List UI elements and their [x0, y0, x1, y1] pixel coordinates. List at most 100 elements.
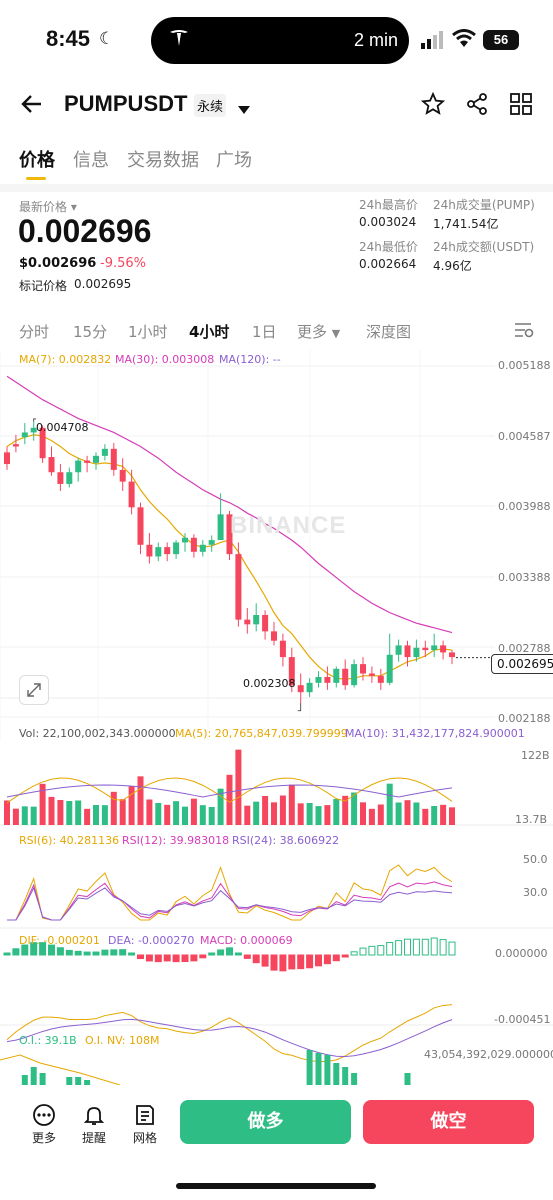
volume-bar [315, 806, 322, 825]
macd-bar [181, 954, 189, 963]
tab-trading-data[interactable]: 交易数据 [127, 150, 199, 171]
macd-bar [226, 947, 233, 956]
candlestick-chart[interactable] [0, 345, 553, 1085]
interval-15m[interactable]: 15分 [73, 323, 108, 341]
grid-layout-icon[interactable] [510, 93, 532, 119]
volume-bar [4, 800, 10, 825]
macd-bar [368, 945, 376, 956]
macd-bar [439, 939, 447, 956]
wifi-icon [452, 29, 476, 53]
latest-price-label[interactable]: 最新价格 ▾ [19, 200, 77, 214]
candle-body [297, 685, 304, 693]
interval-depth[interactable]: 深度图 [366, 323, 412, 341]
star-icon[interactable] [420, 91, 446, 120]
ma30-legend: MA(30): 0.003008 [115, 353, 215, 366]
volume-bar [360, 802, 366, 825]
short-button[interactable]: 做空 [363, 1100, 534, 1144]
interval-1d[interactable]: 1日 [252, 323, 277, 341]
macd-bar [404, 938, 411, 956]
price-axis-label: 0.003988 [498, 500, 551, 513]
candle-body [431, 645, 438, 651]
macd-bar [83, 951, 91, 956]
alert-label[interactable]: 提醒 [81, 1131, 106, 1145]
macd-bar [12, 948, 20, 956]
mark-price-label: 标记价格 [19, 279, 68, 293]
volume-bar [30, 806, 37, 825]
interval-4h[interactable]: 4小时 [189, 323, 230, 341]
active-tab-indicator [26, 177, 46, 180]
high-marker-label: 0.004708 [36, 421, 89, 434]
macd-bar [270, 954, 278, 971]
candle-body [333, 668, 340, 683]
rsi24-line [7, 886, 453, 921]
interval-more[interactable]: 更多 ▼ [297, 323, 341, 341]
macd-bar [421, 938, 429, 956]
vol-ma10-legend: MA(10): 31,432,177,824.900001 [345, 727, 525, 740]
oi-legend: O.I.: 39.1B [19, 1034, 77, 1047]
tab-info[interactable]: 信息 [73, 150, 109, 171]
more-label[interactable]: 更多 [31, 1131, 56, 1145]
macd-bar [430, 937, 438, 956]
volume-bar [119, 799, 126, 825]
candle-body [368, 673, 375, 676]
chart-settings-icon[interactable] [514, 321, 534, 343]
macd-bar [306, 954, 314, 969]
oi-axis-label: 43,054,392,029.000000 [424, 1048, 553, 1061]
macd-bar [359, 947, 367, 956]
macd-bar [234, 952, 242, 956]
macd-bar [217, 949, 225, 956]
volume-bar [137, 776, 144, 825]
share-icon[interactable] [465, 92, 489, 120]
oi-bar [75, 1077, 82, 1085]
candle-body [93, 455, 99, 463]
macd-bar [279, 954, 287, 972]
volume-bar [101, 805, 108, 825]
mark-price: 0.002695 [74, 277, 132, 291]
expand-icon[interactable] [19, 675, 49, 705]
tab-square[interactable]: 广场 [216, 150, 252, 171]
oi-bar [333, 1063, 340, 1085]
macd-bar [377, 945, 385, 956]
long-button[interactable]: 做多 [180, 1100, 351, 1144]
oinv-line [0, 1054, 121, 1085]
low-label: 24h最低价 [359, 240, 418, 254]
price-change: -9.56% [100, 256, 146, 271]
bell-icon[interactable] [82, 1103, 106, 1131]
macd-bar [163, 954, 171, 962]
low-marker-label: 0.002308 [243, 677, 296, 690]
oi-bar [30, 1067, 37, 1085]
back-arrow-icon[interactable] [20, 92, 44, 120]
volume-bar [377, 804, 384, 825]
grid-label[interactable]: 网格 [132, 1131, 157, 1145]
candle-body [360, 664, 366, 674]
grid-bot-icon[interactable] [133, 1103, 157, 1131]
volume-bar [164, 804, 171, 825]
oi-bar [315, 1053, 322, 1085]
tab-price[interactable]: 价格 [19, 150, 55, 171]
volume-bar [190, 798, 197, 825]
macd-bar [137, 954, 144, 960]
candle-body [449, 652, 455, 658]
oi-bar [84, 1080, 91, 1085]
volume-bar [12, 808, 19, 825]
rsi12-legend: RSI(12): 39.983018 [122, 834, 230, 847]
volume-bar [262, 796, 269, 825]
rsi6-line [7, 864, 453, 921]
macd-axis-label: -0.000451 [494, 1013, 551, 1026]
interval-time[interactable]: 分时 [19, 323, 50, 341]
macd-bar [323, 954, 331, 965]
candle-body [306, 682, 313, 693]
macd-bar [315, 954, 322, 967]
vol-axis-label: 13.7B [515, 813, 548, 826]
candle-body [57, 472, 64, 484]
dropdown-caret-icon[interactable] [238, 99, 250, 118]
symbol-title[interactable]: PUMPUSDT [64, 91, 188, 116]
candle-body [235, 554, 242, 620]
macd-bar [145, 954, 153, 962]
interval-1h[interactable]: 1小时 [128, 323, 168, 341]
more-icon[interactable] [32, 1103, 56, 1131]
candle-body [173, 542, 180, 555]
candle-body [30, 427, 37, 433]
candle-body [413, 647, 420, 658]
macd-legend: MACD: 0.000069 [200, 934, 293, 947]
